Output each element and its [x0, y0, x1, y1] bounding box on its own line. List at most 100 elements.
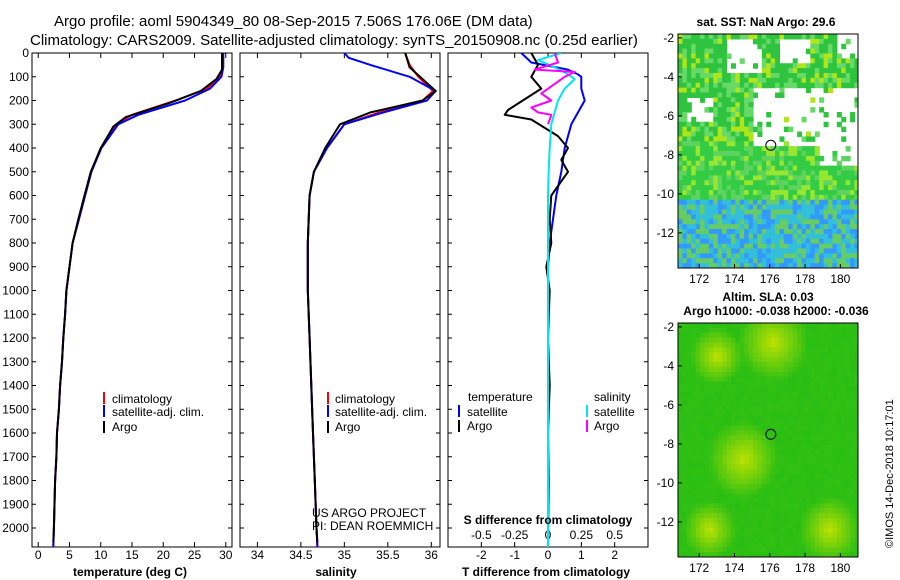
map-cell: [722, 469, 728, 475]
map-cell: [819, 97, 825, 103]
map-cell: [788, 415, 794, 422]
map-cell: [845, 483, 851, 490]
map-cell: [792, 229, 798, 235]
map-cell: [744, 107, 750, 113]
map-cell: [686, 542, 692, 548]
map-cell: [832, 542, 838, 548]
map-cell: [770, 233, 776, 240]
map-cell: [748, 92, 754, 98]
map-cell: [841, 82, 847, 89]
map-cell: [761, 483, 767, 490]
map-cell: [779, 165, 785, 172]
map-cell: [775, 376, 781, 383]
map-cell: [722, 73, 728, 79]
map-cell: [722, 323, 728, 329]
map-cell: [691, 243, 697, 250]
map-cell: [700, 175, 706, 181]
map-cell: [828, 542, 834, 548]
map-cell: [691, 347, 697, 353]
map-cell: [761, 479, 767, 485]
map-cell: [845, 347, 851, 353]
map-cell: [850, 63, 856, 69]
map-cell: [779, 323, 785, 329]
map-cell: [695, 513, 701, 519]
map-cell: [691, 401, 697, 407]
map-cell: [717, 332, 723, 339]
map-cell: [850, 327, 856, 334]
map-cell: [850, 116, 856, 123]
map-cell: [836, 415, 842, 422]
map-cell: [744, 151, 750, 157]
map-cell: [691, 175, 697, 181]
map-cell: [828, 43, 834, 50]
credit-project: US ARGO PROJECT: [312, 506, 427, 520]
map-cell: [836, 263, 842, 268]
map-cell: [713, 214, 719, 220]
map-cell: [845, 248, 851, 254]
map-cell: [783, 401, 789, 407]
map-cell: [686, 263, 692, 268]
salinity-panel: 34 34.5 35 35.5 36 climatology satellite-adj…: [239, 52, 441, 579]
map-cell: [761, 170, 767, 176]
map-cell: [797, 479, 803, 485]
map-cell: [841, 194, 847, 201]
map-cell: [854, 479, 858, 485]
map-cell: [819, 58, 825, 64]
map-cell: [819, 190, 825, 196]
map-cell: [819, 214, 825, 220]
map-cell: [678, 508, 684, 514]
map-cell: [854, 401, 858, 407]
map-cell: [783, 483, 789, 490]
map-cell: [735, 366, 741, 373]
map-cell: [783, 233, 789, 240]
map-cell: [766, 63, 772, 69]
map-cell: [792, 190, 798, 196]
map-cell: [805, 396, 811, 402]
map-cell: [735, 323, 741, 329]
map-cell: [810, 440, 816, 446]
map-cell: [757, 518, 763, 524]
map-cell: [775, 498, 781, 504]
map-cell: [854, 332, 858, 339]
map-cell: [828, 459, 834, 465]
map-cell: [766, 405, 772, 412]
map-cell: [708, 238, 714, 245]
map-cell: [735, 415, 741, 422]
map-cell: [695, 87, 701, 94]
map-cell: [845, 180, 851, 186]
map-cell: [691, 527, 697, 534]
map-cell: [810, 396, 816, 402]
map-cell: [783, 116, 789, 123]
map-cell: [775, 479, 781, 485]
map-cell: [730, 121, 736, 128]
map-cell: [708, 469, 714, 475]
map-y-tick-label: -4: [663, 359, 674, 373]
map-cell: [717, 92, 723, 98]
map-cell: [691, 386, 697, 392]
map-cell: [739, 151, 745, 157]
map-cell: [730, 190, 736, 196]
map-cell: [704, 43, 710, 50]
map-cell: [775, 532, 781, 539]
map-cell: [726, 332, 732, 339]
map-cell: [726, 488, 732, 495]
map-cell: [810, 401, 816, 407]
map-cell: [788, 160, 794, 167]
map-cell: [678, 454, 684, 461]
map-cell: [686, 87, 692, 94]
map-cell: [828, 48, 834, 55]
map-cell: [695, 136, 701, 142]
map-cell: [770, 185, 776, 191]
map-cell: [761, 43, 767, 50]
map-cell: [682, 112, 688, 118]
map-cell: [761, 58, 767, 64]
map-cell: [691, 410, 697, 417]
y-tick-label: 1100: [3, 307, 29, 321]
map-cell: [832, 386, 838, 392]
map-cell: [708, 258, 714, 264]
map-cell: [819, 253, 825, 259]
map-cell: [748, 405, 754, 412]
map-cell: [708, 464, 714, 470]
map-cell: [854, 219, 858, 225]
map-cell: [854, 430, 858, 436]
